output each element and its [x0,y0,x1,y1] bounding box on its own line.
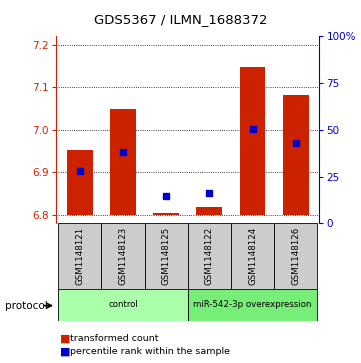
Text: GDS5367 / ILMN_1688372: GDS5367 / ILMN_1688372 [94,13,267,26]
Bar [101,223,144,289]
Text: GSM1148121: GSM1148121 [75,227,84,285]
Bar [144,223,188,289]
Text: GSM1148122: GSM1148122 [205,227,214,285]
Text: ■: ■ [60,346,70,356]
Text: protocol: protocol [5,301,48,311]
Bar [240,67,265,215]
Bar [58,289,188,321]
Bar [274,223,317,289]
Bar [58,223,101,289]
Text: GSM1148124: GSM1148124 [248,227,257,285]
Text: ■: ■ [60,333,70,343]
Bar [188,289,317,321]
Bar [283,95,309,215]
Text: GSM1148125: GSM1148125 [162,227,171,285]
Bar [231,223,274,289]
Text: GSM1148126: GSM1148126 [291,227,300,285]
Text: miR-542-3p overexpression: miR-542-3p overexpression [193,301,312,309]
Bar [196,207,222,215]
Bar [188,223,231,289]
Bar [110,109,136,215]
Text: percentile rank within the sample: percentile rank within the sample [70,347,230,356]
Text: control: control [108,301,138,309]
Bar [153,213,179,215]
Bar [67,150,93,215]
Text: transformed count: transformed count [70,334,159,343]
Text: GSM1148123: GSM1148123 [118,227,127,285]
